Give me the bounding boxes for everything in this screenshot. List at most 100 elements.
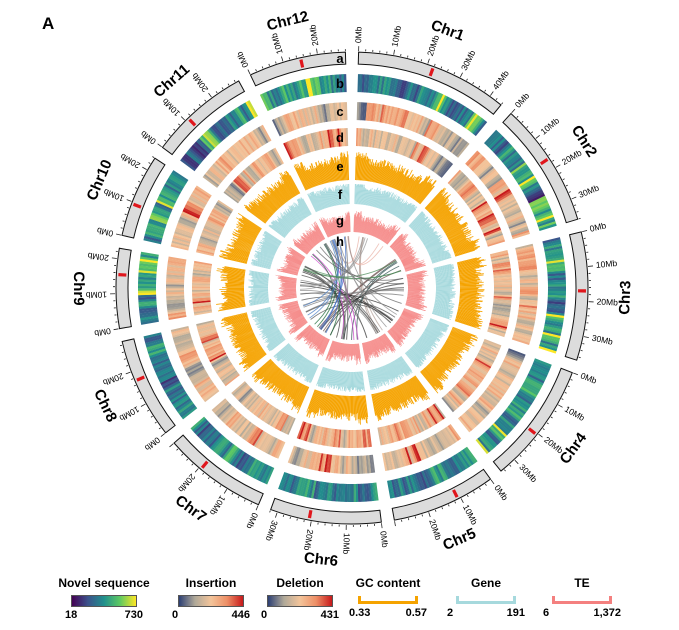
- insertion-cell: [512, 231, 530, 240]
- deletion-cell: [409, 417, 418, 435]
- insertion-cell: [193, 376, 211, 388]
- insertion-cell: [199, 383, 216, 396]
- deletion-cell: [480, 345, 499, 355]
- gc-content-bar: [435, 355, 449, 367]
- deletion-cell: [321, 427, 327, 446]
- novel-sequence-cell: [531, 201, 549, 212]
- gene-density-bar: [400, 205, 412, 220]
- ideogram-band: [121, 157, 166, 239]
- gene-density-bar: [262, 237, 279, 248]
- gene-density-bar: [403, 207, 415, 222]
- te-density-bar: [286, 310, 302, 318]
- gc-content-bar: [452, 327, 476, 337]
- te-density-bar: [375, 223, 383, 238]
- novel-sequence-cell: [391, 479, 398, 498]
- gc-content-bar: [270, 370, 283, 384]
- tick-label: 10Mb: [118, 404, 142, 423]
- gene-density-bar: [435, 290, 456, 293]
- deletion-cell: [363, 429, 367, 448]
- gene-density-bar: [290, 206, 302, 222]
- te-density-bar: [280, 267, 299, 273]
- gene-density-bar: [251, 279, 269, 282]
- insertion-cell: [249, 131, 261, 148]
- te-density-bar: [288, 260, 301, 266]
- deletion-cell: [254, 400, 268, 417]
- tick-label: 10Mb: [208, 494, 228, 518]
- te-density-bar: [278, 277, 297, 281]
- gc-content-bar: [321, 393, 328, 416]
- gc-content-bar: [451, 329, 478, 342]
- te-density-bar: [295, 325, 311, 340]
- gene-density-bar: [257, 253, 274, 260]
- gene-density-bar: [256, 252, 274, 259]
- novel-sequence-cell: [546, 261, 565, 267]
- minor-tick: [141, 174, 144, 177]
- gene-density-bar: [383, 193, 391, 211]
- gc-content-bar: [355, 395, 358, 421]
- te-density-bar: [281, 293, 297, 296]
- gc-content-bar: [234, 336, 256, 348]
- deletion-cell: [489, 321, 508, 328]
- novel-sequence-cell: [421, 470, 430, 489]
- gene-density-bar: [297, 357, 306, 371]
- deletion-cell: [251, 162, 265, 178]
- gc-content-bar: [227, 282, 245, 284]
- gene-density-bar: [378, 191, 386, 209]
- novel-sequence-cell: [201, 427, 216, 442]
- minor-tick: [542, 428, 545, 431]
- te-density-bar: [406, 300, 423, 304]
- gene-density-bar: [251, 281, 269, 283]
- insertion-cell: [318, 453, 324, 472]
- gene-density-bar: [261, 327, 279, 338]
- gene-density-bar: [383, 197, 390, 211]
- gene-density-bar: [319, 367, 327, 388]
- te-density-bar: [396, 321, 407, 330]
- deletion-cell: [432, 403, 445, 420]
- gc-content-bar: [232, 234, 254, 245]
- te-density-bar: [282, 304, 299, 310]
- gene-density-bar: [414, 343, 427, 355]
- gene-density-bar: [393, 360, 404, 377]
- insertion-cell: [519, 301, 538, 305]
- te-density-bar: [371, 218, 378, 236]
- gene-density-bar: [264, 235, 281, 245]
- novel-sequence-cell: [405, 475, 413, 494]
- insertion-cell: [362, 102, 366, 121]
- gc-content-bar: [389, 170, 396, 187]
- te-density-bar: [276, 270, 298, 276]
- gene-density-bar: [260, 244, 277, 253]
- gc-content-bar: [360, 153, 364, 181]
- te-density-bar: [283, 284, 297, 286]
- te-density-bar: [278, 295, 297, 299]
- major-tick: [428, 512, 431, 518]
- te-density-bar: [285, 262, 300, 269]
- gene-density-bar: [435, 276, 452, 279]
- gc-content-bar: [459, 291, 478, 293]
- minor-tick: [466, 78, 468, 81]
- te-density-bar: [365, 220, 370, 234]
- gc-content-bar: [439, 350, 461, 365]
- te-density-bar: [407, 275, 429, 280]
- insertion-cell: [490, 181, 507, 194]
- gene-density-bar: [359, 184, 363, 205]
- novel-sequence-cell: [533, 208, 552, 218]
- gene-density-bar: [386, 194, 395, 212]
- gene-density-bar: [435, 279, 455, 282]
- te-density-bar: [366, 217, 371, 234]
- deletion-cell: [299, 422, 308, 440]
- gene-density-bar: [414, 343, 428, 356]
- insertion-cell: [212, 399, 228, 414]
- te-density-bar: [365, 219, 370, 234]
- gene-density-bar: [271, 221, 288, 235]
- deletion-cell: [419, 411, 431, 429]
- novel-sequence-cell: [173, 396, 190, 409]
- novel-sequence-cell: [365, 483, 370, 502]
- deletion-cell: [206, 218, 224, 229]
- gene-density-bar: [403, 206, 415, 222]
- gc-content-bar: [231, 251, 249, 258]
- novel-sequence-cell: [159, 191, 178, 202]
- novel-sequence-cell: [504, 153, 520, 167]
- insertion-cell: [195, 185, 212, 198]
- gene-density-bar: [368, 190, 373, 206]
- gc-content-bar: [457, 258, 480, 264]
